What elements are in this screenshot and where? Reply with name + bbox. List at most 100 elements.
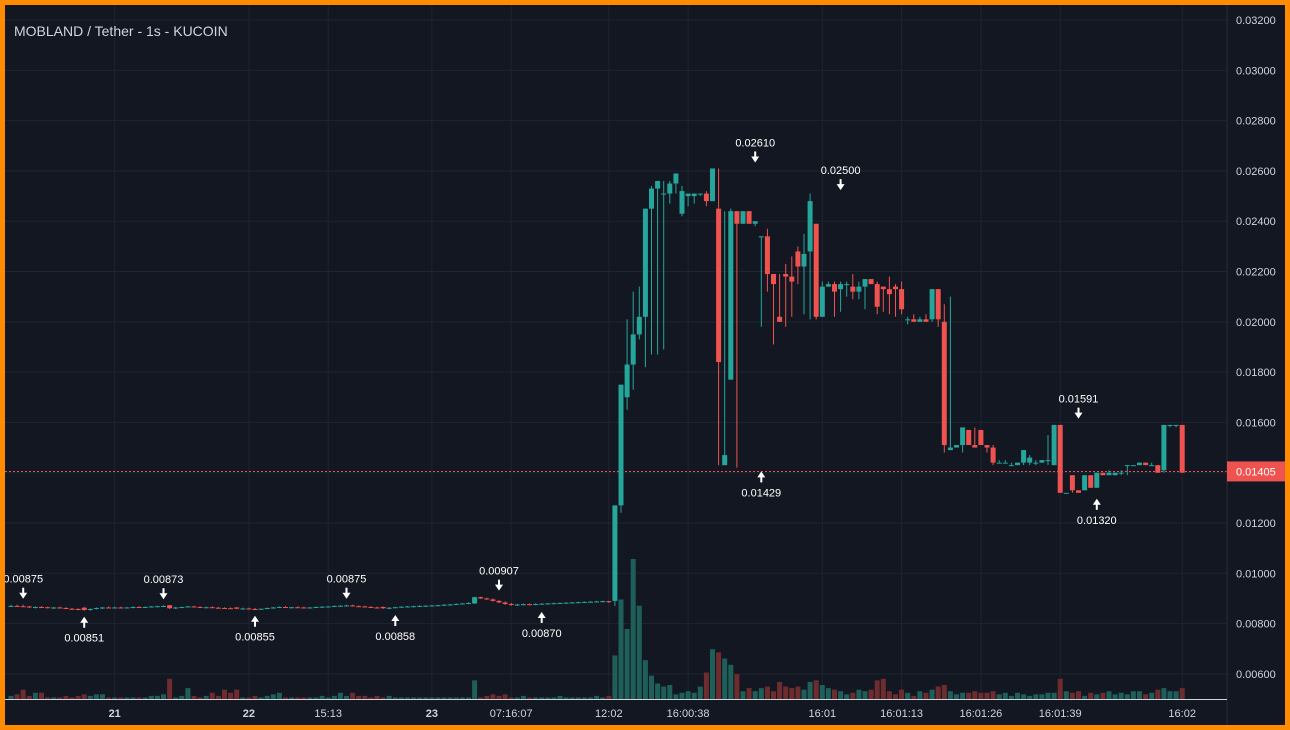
candle-body [100,607,105,609]
candle-body [69,608,75,610]
volume-bar [929,689,935,699]
volume-bar [508,697,514,699]
candle [728,208,734,380]
candle [1069,475,1075,493]
candle [179,606,185,609]
volume-bar [20,689,26,699]
candle-body [508,603,514,605]
candle-body [215,607,221,609]
candle-body [453,603,459,605]
candle [1124,465,1130,476]
volume-bar [600,697,606,699]
price-annotation: 0.01429 [741,471,781,499]
volume-bar [545,697,551,699]
candle [240,607,246,610]
candle [57,606,63,609]
candle-body [191,606,197,608]
candle [1057,424,1063,493]
annotation-label: 0.01429 [741,487,781,499]
candle [697,193,703,197]
candle-body [435,605,441,607]
volume-bar [1106,691,1112,699]
candle [905,316,911,325]
candle [1112,472,1118,476]
candle [581,601,587,603]
candle-body [228,608,234,610]
candle [819,281,825,317]
candle [112,606,118,609]
candle [301,606,307,609]
volume-bar [325,697,331,699]
candle-body [142,606,148,608]
candle-body [1057,424,1063,493]
volume-bar [264,695,270,699]
candle [362,605,368,608]
annotation-label: 0.01591 [1059,394,1099,406]
candle-body [447,604,453,606]
candle [447,603,453,606]
candle [459,602,465,605]
candle-body [819,286,825,317]
candle-body [777,316,783,322]
candle [264,607,270,610]
candle-body [960,427,966,446]
candle [777,274,783,322]
volume-bar [350,692,356,699]
candle [752,221,758,227]
candle-body [795,251,801,267]
arrow-up-icon-stem [540,616,543,623]
volume-bar [746,688,752,699]
volume-bar [740,691,746,699]
candle [69,607,75,610]
price-annotation: 0.00873 [144,574,183,600]
candle-body [850,286,856,292]
volume-bar [935,686,941,699]
candle-body [911,319,917,322]
candle [106,606,112,609]
candle-body [746,211,752,224]
candle [703,191,709,207]
candle-body [874,284,880,307]
candle-body [1076,490,1081,493]
candle [405,605,410,608]
volume-bar [923,692,929,699]
candle-body [606,601,612,603]
candle-body [472,597,478,604]
time-tick-label: 16:01:13 [880,708,923,720]
volume-bar [563,697,569,699]
annotation-label: 0.00875 [5,574,43,586]
volume-bar [1124,694,1130,699]
candle-body [240,608,246,610]
candle-body [258,608,264,610]
volume-bar [1173,691,1179,699]
volume-bar [795,686,801,699]
candle [1082,475,1088,491]
volume-bar [947,691,953,699]
candle [783,263,789,327]
candle-body [173,607,179,609]
candle [533,603,539,606]
candle-body [63,607,69,609]
candle [215,606,221,609]
candle [771,274,776,345]
volume-bar [1033,694,1039,699]
volume-bar [1149,692,1155,699]
candle [588,601,593,603]
candle [252,607,258,610]
volume-bar [392,697,398,699]
volume-bar [710,649,715,699]
volume-bar [697,686,703,699]
volume-bar [319,695,325,699]
candle-body [136,606,142,608]
candle [844,281,850,297]
candle [594,600,600,603]
chart-canvas[interactable]: 0.00875 0.00851 0.00873 0.00855 0.00875 0.008… [5,5,1285,725]
volume-bar [289,697,295,699]
price-tick-label: 0.03200 [1236,15,1276,27]
candle [557,602,563,604]
candle [966,429,972,446]
candle [1015,462,1020,466]
candle-body [8,605,14,607]
time-tick-label: 16:01:39 [1039,708,1082,720]
candle-body [807,201,813,252]
